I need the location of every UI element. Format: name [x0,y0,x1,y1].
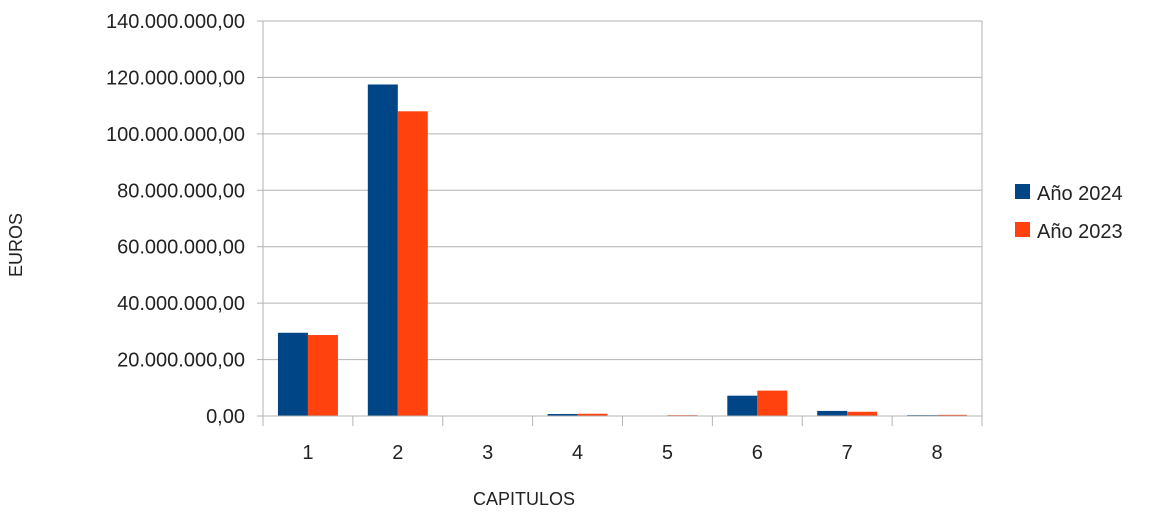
y-axis-label: EUROS [6,213,26,277]
y-tick-label: 100.000.000,00 [106,124,245,146]
x-tick-label: 6 [752,442,763,464]
grid-lines [257,20,982,417]
axes [262,21,983,426]
legend-swatch [1015,222,1030,237]
x-tick-label: 5 [662,442,673,464]
bar-series-2-cat-8 [937,414,968,416]
y-tick-label: 140.000.000,00 [106,11,245,33]
y-tick-label: 80.000.000,00 [117,180,245,202]
y-tick-label: 20.000.000,00 [117,350,245,372]
bar-series-1-cat-4 [547,414,578,416]
y-tick-label: 40.000.000,00 [117,293,245,315]
x-tick-labels: 1 2 3 4 5 6 7 8 [302,442,942,464]
y-tick-label: 0,00 [206,406,245,428]
bar-series-2-cat-7 [847,411,878,416]
x-tick-label: 2 [392,442,403,464]
bar-series-2-cat-2 [397,111,428,417]
x-axis-label: CAPITULOS [473,489,575,509]
legend: Año 2024 Año 2023 [1015,183,1123,243]
bars [277,84,968,417]
x-tick-label: 7 [842,442,853,464]
bar-series-2-cat-4 [577,413,608,416]
x-tick-label: 8 [932,442,943,464]
bar-series-2-cat-6 [757,390,788,416]
y-tick-label: 120.000.000,00 [106,67,245,89]
legend-label: Año 2023 [1037,221,1123,243]
legend-label: Año 2024 [1037,183,1123,205]
x-tick-label: 1 [302,442,313,464]
x-tick-label: 4 [572,442,583,464]
y-tick-labels: 0,00 20.000.000,00 40.000.000,00 60.000.000… [106,11,245,428]
legend-swatch [1015,184,1030,199]
bar-series-2-cat-1 [307,335,338,416]
x-tick-label: 3 [482,442,493,464]
bar-series-1-cat-2 [367,84,398,416]
bar-series-1-cat-1 [277,332,308,416]
bar-series-1-cat-6 [727,395,758,416]
y-tick-label: 60.000.000,00 [117,237,245,259]
bar-series-1-cat-7 [817,410,848,416]
